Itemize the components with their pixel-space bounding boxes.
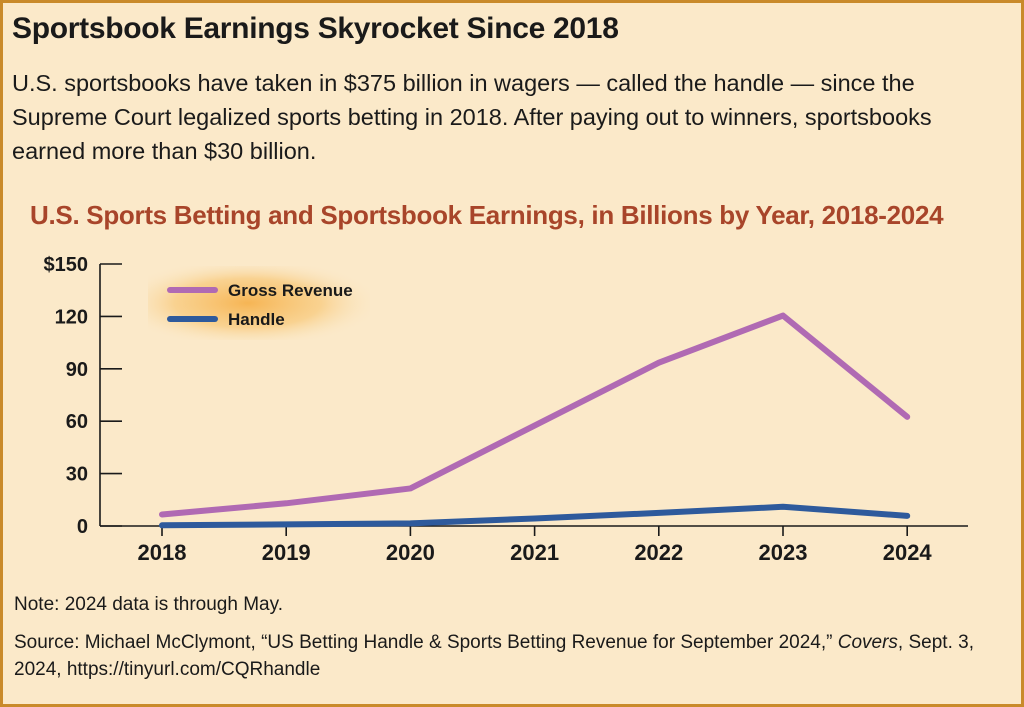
y-tick-label: 30	[66, 464, 88, 486]
y-tick-label: 90	[66, 359, 88, 381]
legend: Gross Revenue Handle	[167, 281, 353, 329]
legend-label: Gross Revenue	[228, 281, 353, 300]
x-tick-label: 2020	[386, 540, 435, 565]
y-tick-label: 120	[55, 306, 88, 328]
chart-axes: 0 30 60 90 120 $150 2018 2019 2020 2021 2022 2023 20…	[44, 254, 968, 565]
x-tick-label: 2024	[883, 540, 933, 565]
series-layer	[159, 312, 911, 529]
x-tick-label: 2021	[510, 540, 559, 565]
y-tick-label: 0	[77, 516, 88, 538]
headline: Sportsbook Earnings Skyrocket Since 2018	[12, 12, 619, 45]
chart-title: U.S. Sports Betting and Sportsbook Earni…	[30, 200, 944, 230]
source-prefix: Source: Michael McClymont, “US Betting H…	[14, 632, 838, 653]
x-tick-label: 2023	[759, 540, 808, 565]
x-tick-label: 2022	[634, 540, 683, 565]
source-text: Source: Michael McClymont, “US Betting H…	[14, 629, 1004, 683]
y-tick-label: $150	[44, 254, 89, 276]
source-suffix: , Sept. 3, 2024, https://tinyurl.com/CQR…	[14, 632, 974, 680]
gross-revenue-series-line	[159, 312, 911, 518]
source-publication: Covers	[837, 632, 898, 653]
x-tick-label: 2019	[262, 540, 311, 565]
legend-label: Handle	[228, 310, 285, 329]
infographic-frame	[3, 3, 1021, 704]
handle-series-line	[159, 503, 911, 529]
note-text: Note: 2024 data is through May.	[14, 594, 283, 615]
y-tick-label: 60	[66, 411, 88, 433]
legend-background	[148, 266, 370, 340]
dek-text: U.S. sportsbooks have taken in $375 bill…	[12, 70, 932, 164]
x-tick-label: 2018	[138, 540, 187, 565]
